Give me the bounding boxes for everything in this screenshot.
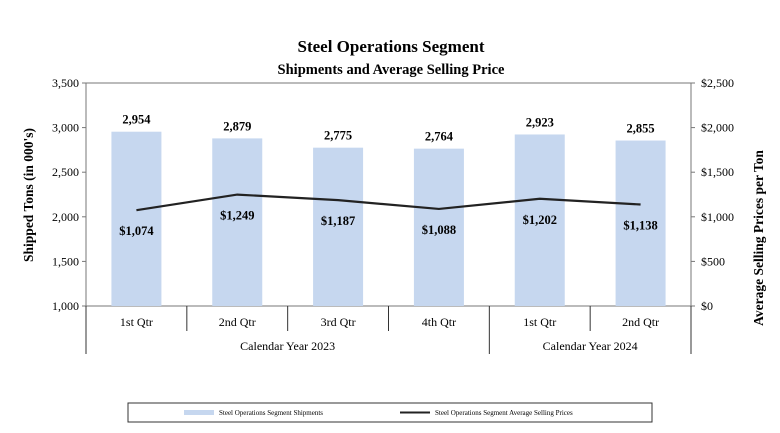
right-tick-label: $0 [701, 299, 713, 313]
price-value-label: $1,088 [422, 223, 456, 237]
right-tick-label: $2,500 [701, 76, 734, 90]
shipments-value-label: 2,855 [627, 122, 655, 136]
legend-shipments-swatch [184, 410, 214, 415]
left-axis-title: Shipped Tons (in 000's) [21, 128, 36, 262]
chart-title: Steel Operations Segment [298, 37, 485, 56]
left-tick-label: 3,500 [52, 76, 79, 90]
category-label: 4th Qtr [422, 315, 456, 329]
category-label: 1st Qtr [120, 315, 153, 329]
shipments-bar [111, 131, 162, 306]
left-tick-label: 1,000 [52, 299, 79, 313]
group-label: Calendar Year 2023 [240, 339, 335, 353]
shipments-bar [514, 134, 565, 306]
shipments-bar [212, 138, 263, 306]
category-label: 2nd Qtr [219, 315, 256, 329]
shipments-bar [313, 147, 364, 306]
left-tick-label: 3,000 [52, 121, 79, 135]
shipments-value-label: 2,764 [425, 130, 454, 144]
shipments-value-label: 2,879 [223, 119, 251, 133]
shipments-value-label: 2,923 [526, 115, 554, 129]
left-tick-label: 2,000 [52, 210, 79, 224]
price-value-label: $1,187 [321, 214, 355, 228]
category-label: 2nd Qtr [622, 315, 659, 329]
category-label: 1st Qtr [523, 315, 556, 329]
group-label: Calendar Year 2024 [543, 339, 638, 353]
plot-area [85, 82, 692, 307]
right-axis-title: Average Selling Prices per Ton [751, 150, 766, 326]
legend-box [127, 402, 653, 423]
price-value-label: $1,202 [523, 213, 557, 227]
right-tick-label: $1,000 [701, 210, 734, 224]
left-tick-label: 1,500 [52, 254, 79, 268]
category-label: 3rd Qtr [321, 315, 356, 329]
price-value-label: $1,249 [220, 209, 254, 223]
price-value-label: $1,074 [119, 224, 154, 238]
right-tick-label: $2,000 [701, 121, 734, 135]
price-line [136, 193, 641, 212]
right-tick-label: $1,500 [701, 165, 734, 179]
left-tick-label: 2,500 [52, 165, 79, 179]
legend-shipments-label: Steel Operations Segment Shipments [219, 409, 323, 417]
price-value-label: $1,138 [623, 218, 657, 232]
shipments-bar [615, 140, 666, 306]
chart-subtitle: Shipments and Average Selling Price [278, 62, 505, 78]
shipments-value-label: 2,775 [324, 129, 352, 143]
shipments-value-label: 2,954 [122, 113, 151, 127]
right-tick-label: $500 [701, 254, 725, 268]
legend: Steel Operations Segment Shipments Steel… [127, 402, 653, 423]
legend-price-label: Steel Operations Segment Average Selling… [435, 409, 573, 417]
shipments-bar [413, 148, 464, 306]
